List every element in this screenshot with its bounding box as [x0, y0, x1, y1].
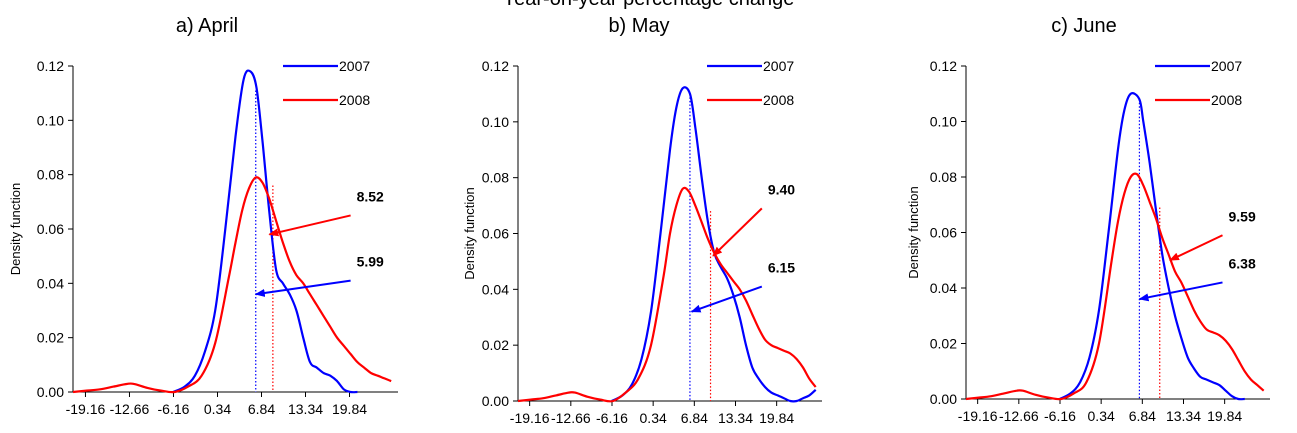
annotation-label: 6.15	[768, 260, 795, 276]
series-line-2008	[965, 172, 1265, 401]
y-tick-label: 0.10	[930, 114, 957, 130]
x-tick-label: -12.66	[110, 401, 150, 417]
annotation-arrow	[268, 214, 351, 237]
y-tick-label: 0.12	[930, 58, 957, 74]
y-axis-label: Density function	[8, 183, 23, 276]
y-tick-label: 0.12	[37, 58, 64, 74]
x-tick-label: -12.66	[551, 410, 591, 426]
y-axis-label: Density function	[906, 186, 921, 279]
y-tick-label: 0.02	[482, 337, 509, 353]
series-line-2007	[1059, 92, 1245, 401]
annotation-arrow	[690, 285, 763, 313]
annotation-arrow	[712, 207, 763, 257]
y-tick-label: 0.12	[482, 58, 509, 74]
y-tick-label: 0.06	[930, 225, 957, 241]
annotation-label: 9.40	[768, 181, 795, 197]
x-tick-label: -6.16	[158, 401, 190, 417]
x-tick-label: 19.84	[332, 401, 367, 417]
legend-label: 2008	[339, 92, 370, 108]
y-tick-label: 0.02	[37, 330, 64, 346]
legend-label: 2008	[1211, 92, 1242, 108]
figure-title: Year-on-year percentage change	[0, 0, 1297, 11]
x-tick-label: 19.84	[1207, 408, 1242, 424]
y-tick-label: 0.10	[482, 114, 509, 130]
chart-panel-june: c) June Density function 0.00 0.02 0.04 0.06 0…	[906, 15, 1270, 424]
chart-panel-april: a) April Density function 0.00 0.02 0.04 0.06…	[8, 15, 398, 417]
annotation-label: 6.38	[1229, 255, 1256, 271]
legend-label: 2007	[1211, 58, 1242, 74]
x-tick-label: -6.16	[1044, 408, 1076, 424]
x-tick-label: 0.34	[204, 401, 231, 417]
panel-title: c) June	[1051, 15, 1117, 37]
y-tick-label: 0.08	[37, 167, 64, 183]
x-tick-label: -19.16	[66, 401, 106, 417]
series-line-2007	[172, 69, 358, 394]
x-tick-label: -6.16	[596, 410, 628, 426]
y-tick-label: 0.08	[930, 169, 957, 185]
legend-label: 2007	[339, 58, 370, 74]
x-tick-label: 13.34	[288, 401, 323, 417]
x-tick-label: -19.16	[958, 408, 998, 424]
x-tick-label: 6.84	[1129, 408, 1156, 424]
x-tick-label: 6.84	[681, 410, 708, 426]
y-tick-label: 0.06	[482, 226, 509, 242]
panel-title: a) April	[176, 15, 238, 37]
annotation-arrow	[1169, 234, 1223, 262]
y-tick-label: 0.00	[482, 393, 509, 409]
x-tick-label: -19.16	[510, 410, 550, 426]
y-tick-label: 0.04	[930, 280, 957, 296]
annotation-label: 8.52	[357, 188, 384, 204]
x-tick-label: -12.66	[999, 408, 1039, 424]
x-tick-label: 0.34	[640, 410, 667, 426]
x-tick-label: 6.84	[248, 401, 275, 417]
legend-label: 2008	[763, 92, 794, 108]
x-tick-label: 0.34	[1088, 408, 1115, 424]
series-line-2008	[72, 176, 392, 394]
annotation-label: 9.59	[1229, 208, 1256, 224]
y-tick-label: 0.10	[37, 112, 64, 128]
y-tick-label: 0.04	[37, 275, 64, 291]
y-tick-label: 0.08	[482, 170, 509, 186]
y-tick-label: 0.02	[930, 336, 957, 352]
y-tick-label: 0.00	[930, 391, 957, 407]
panel-title: b) May	[608, 15, 669, 37]
annotation-arrow	[1138, 281, 1223, 302]
series-line-2008	[517, 186, 817, 403]
y-tick-label: 0.00	[37, 384, 64, 400]
x-tick-label: 13.34	[718, 410, 753, 426]
series-line-2007	[611, 86, 817, 403]
annotation-label: 5.99	[357, 254, 384, 270]
y-tick-label: 0.06	[37, 221, 64, 237]
annotation-arrow	[254, 279, 351, 297]
x-tick-label: 13.34	[1166, 408, 1201, 424]
chart-panel-may: b) May Density function 0.00 0.02 0.04 0.06 0.…	[462, 15, 822, 426]
legend-label: 2007	[763, 58, 794, 74]
x-tick-label: 19.84	[759, 410, 794, 426]
y-axis-label: Density function	[462, 187, 477, 280]
y-tick-label: 0.04	[482, 281, 509, 297]
